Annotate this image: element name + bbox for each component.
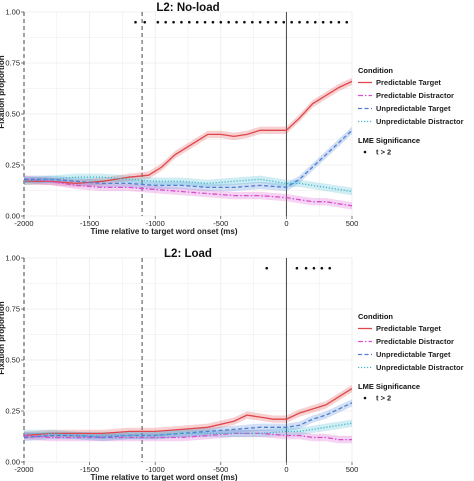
ribbon-unpredictable-target: [24, 399, 352, 442]
significance-point: [195, 20, 199, 24]
significance-point: [328, 266, 331, 270]
x-axis-label: Time relative to target word onset (ms): [91, 473, 238, 481]
legend-label: Unpredictable Distractor: [376, 117, 464, 126]
y-tick-label: 1.00: [5, 254, 20, 263]
significance-point: [203, 20, 207, 24]
significance-point: [290, 20, 293, 24]
y-axis-label: Fixation proportion: [0, 301, 6, 374]
x-tick-label: -1500: [80, 465, 99, 474]
legend-sig-title: LME Significance: [358, 382, 420, 391]
panel-no-load: L2: No-load 0.00 0.25 0.50 0.75 1.00 -2000 -150…: [0, 2, 464, 236]
significance-point: [274, 20, 278, 24]
y-tick-label: 0.75: [5, 59, 20, 68]
x-tick-label: 500: [346, 219, 359, 228]
legend-sig-title: LME Significance: [358, 136, 420, 145]
y-tick-label: 0.00: [5, 458, 20, 467]
legend-label: Predictable Distractor: [376, 337, 454, 346]
legend-label: Predictable Target: [376, 78, 441, 87]
series-line-predictable-target: [24, 80, 353, 185]
significance-point: [320, 266, 324, 270]
y-tick-label: 0.75: [5, 305, 20, 314]
legend-label: Unpredictable Target: [376, 104, 451, 113]
significance-point: [243, 20, 246, 24]
x-tick-label: 0: [284, 465, 288, 474]
significance-point: [345, 20, 349, 24]
series-line-predictable-target: [23, 388, 353, 437]
significance-point: [134, 20, 137, 24]
y-tick-label: 0.25: [5, 407, 20, 416]
significance-point: [313, 20, 317, 24]
significance-point: [172, 20, 175, 24]
y-axis-label: Fixation proportion: [0, 55, 6, 128]
x-tick-label: -500: [213, 219, 228, 228]
significance-point: [164, 20, 167, 24]
x-tick-label: -1000: [146, 465, 165, 474]
series-line-predictable-distractor: [23, 178, 353, 207]
x-tick-label: -2000: [14, 465, 33, 474]
y-tick-label: 0.00: [5, 212, 20, 221]
significance-point: [219, 20, 223, 24]
significance-point: [156, 20, 160, 24]
significance-point: [306, 20, 309, 24]
legend-label: Predictable Distractor: [376, 91, 454, 100]
significance-point: [304, 266, 308, 270]
significance-point: [337, 20, 341, 24]
significance-point: [235, 20, 238, 24]
significance-point: [295, 266, 299, 270]
legend-sig-swatch: [363, 150, 367, 154]
significance-point: [188, 20, 191, 24]
legend-sig-swatch: [363, 396, 367, 400]
legend-title: Condition: [358, 66, 393, 75]
panel-load: L2: Load 0.00 0.25 0.50 0.75 1.00 -2000 -1500 -1…: [0, 248, 464, 481]
legend-label: Unpredictable Distractor: [376, 363, 464, 372]
legend-title: Condition: [358, 312, 393, 321]
ribbon-unpredictable-distractor: [24, 173, 352, 196]
significance-point: [282, 20, 286, 24]
significance-point: [258, 20, 262, 24]
x-tick-label: 0: [284, 219, 288, 228]
legend-sig-label: t > 2: [376, 148, 391, 157]
significance-point: [250, 20, 254, 24]
legend-label: Unpredictable Target: [376, 350, 451, 359]
x-tick-label: -2000: [14, 219, 33, 228]
series-line-unpredictable-target: [23, 402, 353, 439]
x-axis-label: Time relative to target word onset (ms): [91, 227, 238, 236]
significance-point: [329, 20, 333, 24]
y-tick-label: 0.25: [5, 161, 20, 170]
ribbon-predictable-target: [24, 77, 352, 187]
x-tick-label: -500: [213, 465, 228, 474]
significance-point: [143, 20, 147, 24]
significance-point: [298, 20, 301, 24]
chart-title: L2: No-load: [156, 2, 219, 14]
significance-point: [211, 20, 215, 24]
significance-point: [227, 20, 230, 24]
x-tick-label: -1500: [80, 219, 99, 228]
legend-label: Predictable Target: [376, 324, 441, 333]
significance-point: [180, 20, 183, 24]
legend-sig-label: t > 2: [376, 394, 391, 403]
x-tick-label: 500: [346, 465, 359, 474]
y-tick-label: 1.00: [5, 8, 20, 17]
y-tick-label: 0.50: [5, 110, 20, 119]
series-line-unpredictable-target: [24, 129, 353, 189]
x-tick-label: -1000: [146, 219, 165, 228]
y-tick-label: 0.50: [5, 356, 20, 365]
significance-point: [265, 266, 269, 270]
significance-point: [312, 266, 316, 270]
significance-point: [321, 20, 325, 24]
series-line-predictable-distractor: [23, 432, 352, 441]
significance-point: [266, 20, 270, 24]
chart-title: L2: Load: [164, 248, 212, 260]
